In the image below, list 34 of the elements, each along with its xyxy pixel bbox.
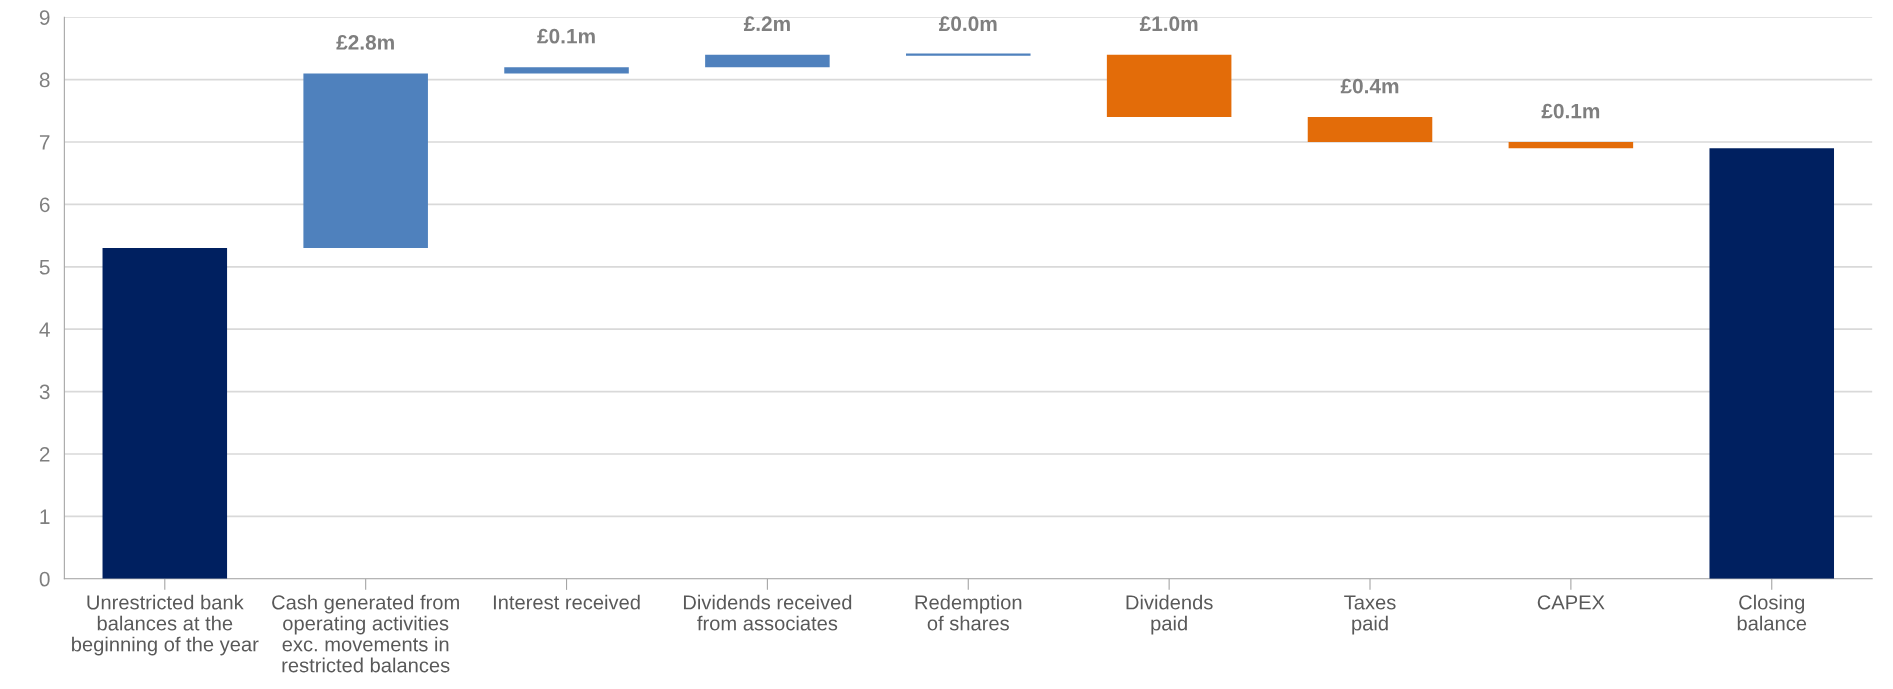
- bar: [705, 54, 830, 68]
- y-tick-label: 5: [39, 260, 50, 275]
- data-label: £0.1m: [1541, 103, 1600, 119]
- data-label: £0.4m: [1340, 78, 1399, 94]
- bar: [1307, 117, 1433, 143]
- y-tick-label: 8: [39, 72, 50, 88]
- x-tick-label: Dividends paid: [1126, 594, 1213, 635]
- y-tick-label: 3: [39, 384, 50, 400]
- y-tick-label: 7: [39, 135, 50, 150]
- y-tick-label: 0: [39, 571, 50, 587]
- bar: [1709, 148, 1835, 579]
- x-tick-label: Cash generated from operating activities exc. movements in restricted balances: [272, 594, 459, 673]
- x-tick-label: Redemption of shares: [915, 594, 1022, 631]
- x-tick-label: Interest received: [493, 594, 640, 610]
- y-tick-label: 1: [40, 509, 50, 524]
- data-label: £0.0m: [938, 16, 997, 32]
- x-tick-label: Closing balance: [1737, 594, 1807, 631]
- bar: [1508, 142, 1634, 149]
- x-tick-label: Unrestricted bank balances at the beginning of the year: [72, 594, 259, 656]
- bar: [102, 248, 228, 579]
- y-tick-label: 2: [39, 446, 50, 462]
- x-tick-label: Taxes paid: [1344, 595, 1396, 635]
- data-label: £1.0m: [1139, 16, 1198, 32]
- bar: [1106, 54, 1232, 118]
- y-tick-label: 4: [39, 322, 50, 337]
- y-tick-label: 6: [39, 197, 50, 213]
- x-tick-label: Dividends received from associates: [683, 594, 852, 631]
- x-tick-label: CAPEX: [1537, 595, 1605, 610]
- data-label: £2.8m: [336, 35, 394, 50]
- bar: [303, 73, 428, 249]
- y-tick-label: 9: [39, 10, 50, 25]
- data-label: £0.1m: [537, 28, 595, 44]
- data-label: £.2m: [743, 16, 790, 31]
- bar: [504, 67, 629, 74]
